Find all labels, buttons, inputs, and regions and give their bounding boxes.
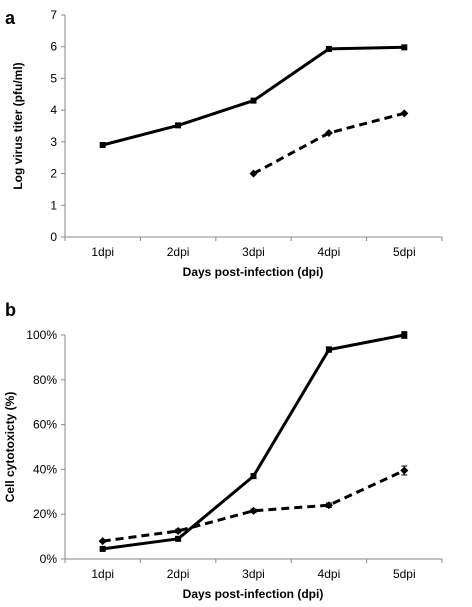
- y-ticks-b: 0% 20% 40% 60% 80% 100%: [26, 328, 65, 566]
- y-tick-label: 2: [50, 167, 57, 181]
- x-tick-label: 3dpi: [242, 567, 265, 581]
- data-point-diamond: [324, 501, 333, 510]
- x-tick-label: 1dpi: [91, 245, 114, 259]
- y-tick-label: 4: [50, 103, 57, 117]
- series-group-b: [98, 331, 409, 552]
- x-tick-label: 5dpi: [393, 567, 416, 581]
- y-tick-label: 80%: [33, 373, 57, 387]
- data-point-square: [99, 545, 106, 552]
- y-tick-label: 7: [50, 8, 57, 22]
- series-group-a: [99, 44, 409, 178]
- panel-label-b: b: [5, 300, 16, 320]
- data-point-diamond: [249, 506, 258, 515]
- y-tick-label: 3: [50, 135, 57, 149]
- y-tick-label: 6: [50, 40, 57, 54]
- y-tick-label: 5: [50, 71, 57, 85]
- data-point-diamond: [324, 128, 333, 137]
- x-axis-title-a: Days post-infection (dpi): [183, 265, 324, 279]
- data-point-square: [175, 122, 182, 129]
- chart-b: b Cell cytotoxicty (%) Days post-infecti…: [3, 300, 443, 601]
- x-tick-label: 5dpi: [393, 245, 416, 259]
- data-point-square: [325, 45, 332, 52]
- data-point-square: [250, 473, 257, 480]
- data-point-diamond: [400, 466, 409, 475]
- data-point-diamond: [249, 169, 258, 178]
- y-tick-label: 40%: [33, 462, 57, 476]
- x-tick-label: 3dpi: [242, 245, 265, 259]
- x-tick-label: 1dpi: [91, 567, 114, 581]
- x-tick-label: 2dpi: [167, 245, 190, 259]
- series-line-dashed: [252, 111, 405, 175]
- x-tick-label: 4dpi: [318, 567, 341, 581]
- y-tick-label: 0%: [40, 552, 58, 566]
- data-point-diamond: [400, 109, 409, 118]
- data-point-square: [99, 142, 106, 149]
- y-tick-label: 60%: [33, 418, 57, 432]
- y-tick-label: 20%: [33, 507, 57, 521]
- data-point-diamond: [98, 537, 107, 546]
- x-axis-title-b: Days post-infection (dpi): [183, 587, 324, 601]
- data-point-square: [401, 332, 408, 338]
- x-ticks-b: 1dpi 2dpi 3dpi 4dpi 5dpi: [64, 559, 443, 581]
- data-point-square: [325, 346, 332, 353]
- y-tick-label: 1: [50, 198, 57, 212]
- x-tick-label: 4dpi: [318, 245, 341, 259]
- chart-a: a Log virus titer (pfu/ml) Days post-inf…: [5, 8, 443, 279]
- data-point-square: [175, 535, 182, 542]
- y-axis-title-b: Cell cytotoxicty (%): [3, 392, 17, 503]
- series-line-solid: [102, 45, 405, 147]
- series-line-solid: [102, 333, 405, 551]
- data-point-square: [250, 97, 257, 104]
- y-axis-title-a: Log virus titer (pfu/ml): [11, 62, 25, 189]
- y-tick-label: 100%: [26, 328, 57, 342]
- y-tick-label: 0: [50, 230, 57, 244]
- x-ticks-a: 1dpi 2dpi 3dpi 4dpi 5dpi: [64, 237, 443, 259]
- panel-label-a: a: [5, 8, 16, 28]
- series-line-dashed: [102, 469, 405, 543]
- y-ticks-a: 0 1 2 3 4 5 6 7: [50, 8, 65, 244]
- x-tick-label: 2dpi: [167, 567, 190, 581]
- data-point-diamond: [174, 527, 183, 535]
- data-point-square: [401, 44, 408, 51]
